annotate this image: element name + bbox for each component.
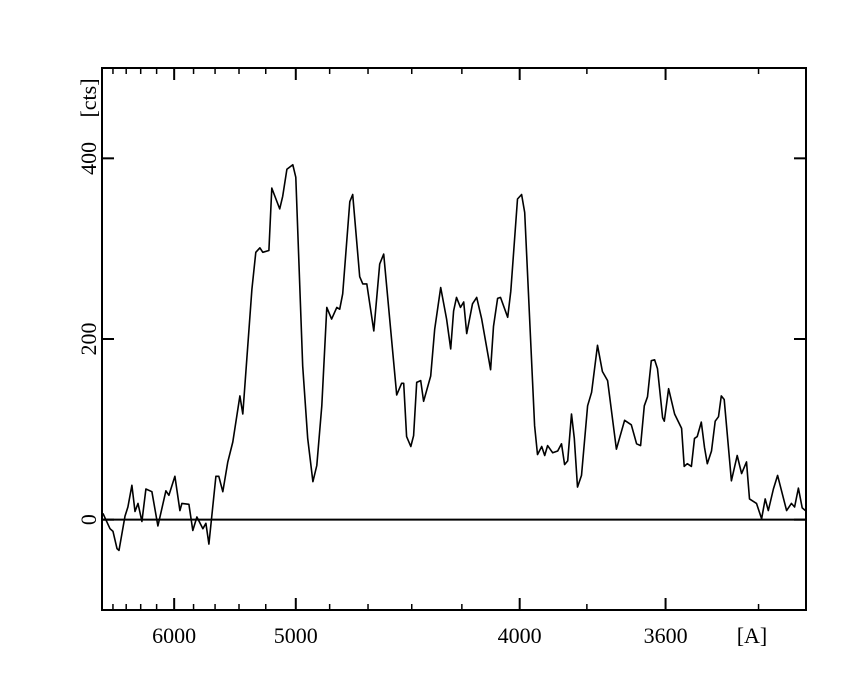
- y-tick-label: 400: [76, 142, 101, 175]
- y-tick-label: 0: [76, 514, 101, 525]
- y-axis-label: [cts]: [76, 78, 101, 117]
- spectrum-line: [102, 163, 807, 552]
- y-tick-labels: 0 200 400: [76, 142, 101, 525]
- plot-frame: [101, 67, 807, 611]
- x-tick-labels: 6000 5000 4000 3600: [152, 623, 687, 648]
- x-tick-label: 6000: [152, 623, 196, 648]
- x-axis-label: [A]: [737, 623, 768, 648]
- x-tick-label: 4000: [498, 623, 542, 648]
- x-tick-label: 3600: [644, 623, 688, 648]
- x-tick-label: 5000: [274, 623, 318, 648]
- y-tick-label: 200: [76, 323, 101, 356]
- axis-ticks: [102, 68, 806, 610]
